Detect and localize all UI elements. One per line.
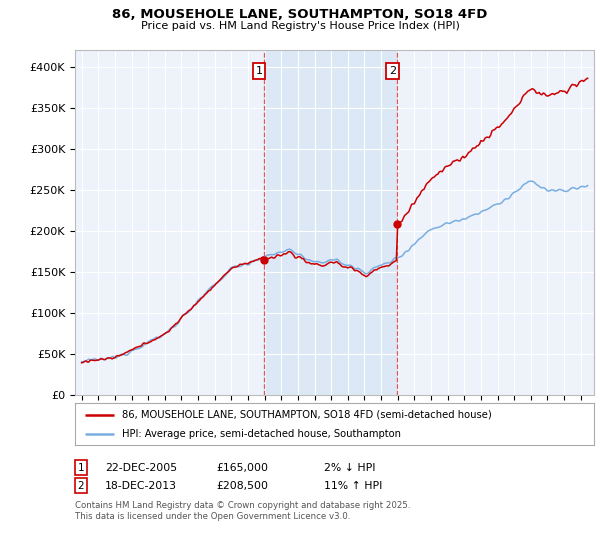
Text: 86, MOUSEHOLE LANE, SOUTHAMPTON, SO18 4FD (semi-detached house): 86, MOUSEHOLE LANE, SOUTHAMPTON, SO18 4F… bbox=[122, 410, 491, 420]
Text: Price paid vs. HM Land Registry's House Price Index (HPI): Price paid vs. HM Land Registry's House … bbox=[140, 21, 460, 31]
Text: 18-DEC-2013: 18-DEC-2013 bbox=[105, 480, 177, 491]
Text: £208,500: £208,500 bbox=[216, 480, 268, 491]
Bar bbox=[264, 50, 397, 395]
Text: 2: 2 bbox=[389, 66, 396, 76]
Text: 1: 1 bbox=[77, 463, 85, 473]
Text: £165,000: £165,000 bbox=[216, 463, 268, 473]
Text: 2: 2 bbox=[77, 480, 85, 491]
Text: Contains HM Land Registry data © Crown copyright and database right 2025.
This d: Contains HM Land Registry data © Crown c… bbox=[75, 501, 410, 521]
Text: 2% ↓ HPI: 2% ↓ HPI bbox=[324, 463, 376, 473]
Text: HPI: Average price, semi-detached house, Southampton: HPI: Average price, semi-detached house,… bbox=[122, 430, 401, 439]
Text: 86, MOUSEHOLE LANE, SOUTHAMPTON, SO18 4FD: 86, MOUSEHOLE LANE, SOUTHAMPTON, SO18 4F… bbox=[112, 8, 488, 21]
Text: 22-DEC-2005: 22-DEC-2005 bbox=[105, 463, 177, 473]
Text: 11% ↑ HPI: 11% ↑ HPI bbox=[324, 480, 382, 491]
Text: 1: 1 bbox=[256, 66, 263, 76]
